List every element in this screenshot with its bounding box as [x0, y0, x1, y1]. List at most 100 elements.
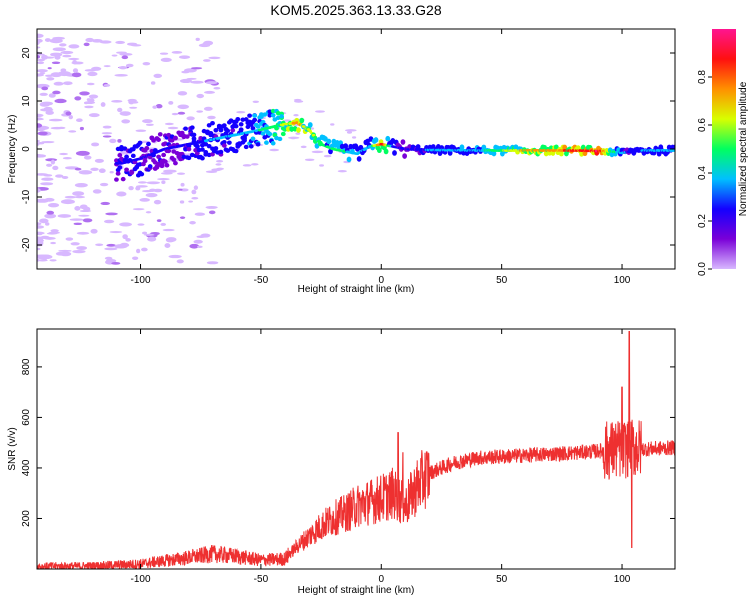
- spectrogram-noise-blob: [62, 157, 72, 160]
- spectrogram-cell: [189, 125, 195, 130]
- spectrogram-noise-blob: [117, 139, 122, 143]
- spectrogram-noise-blob: [193, 239, 203, 244]
- spectrogram-x-tick-label: 50: [496, 275, 508, 286]
- spectrogram-cell: [255, 142, 261, 147]
- spectrogram-noise-blob: [164, 122, 174, 126]
- spectrogram-cell: [358, 144, 364, 151]
- spectrogram-cell: [385, 135, 391, 142]
- spectrogram-noise-blob: [140, 247, 148, 252]
- spectrogram-noise-blob: [82, 218, 93, 223]
- spectrogram-noise-blob: [116, 191, 127, 197]
- spectrogram-cell: [166, 148, 172, 154]
- snr-x-tick-label: 100: [614, 574, 631, 585]
- spectrogram-noise-blob: [57, 214, 72, 218]
- spectrogram-noise-blob: [57, 71, 71, 77]
- spectrogram-noise-blob: [105, 212, 118, 216]
- spectrogram-noise-blob: [79, 204, 88, 210]
- spectrogram-noise-blob: [37, 188, 41, 193]
- spectrogram-noise-blob: [37, 139, 40, 143]
- spectrogram-noise-blob: [137, 223, 145, 226]
- spectrogram-noise-blob: [37, 123, 43, 128]
- spectrogram-noise-blob: [45, 74, 54, 77]
- spectrogram-noise-blob: [269, 148, 280, 152]
- spectrogram-ridge-cell: [672, 149, 675, 152]
- spectrogram-noise-blob: [79, 91, 90, 96]
- spectrogram-cell: [147, 164, 153, 169]
- spectrogram-cell: [343, 143, 349, 149]
- spectrogram-cell: [213, 146, 219, 151]
- spectrogram-noise-blob: [194, 212, 206, 216]
- spectrogram-noise-blob: [293, 98, 302, 102]
- spectrogram-cell: [348, 143, 354, 150]
- spectrogram-noise-blob: [304, 158, 315, 161]
- spectrogram-cell: [274, 126, 279, 131]
- spectrogram-noise-blob: [40, 182, 54, 186]
- spectrogram-noise-blob: [48, 231, 61, 234]
- spectrogram-noise-blob: [83, 42, 90, 47]
- spectrogram-noise-blob: [205, 81, 218, 85]
- spectrogram-noise-blob: [118, 65, 127, 70]
- colorbar-tick-label: 0.4: [697, 166, 708, 180]
- spectrogram-noise-blob: [135, 129, 147, 132]
- spectrogram-noise-blob: [161, 180, 166, 185]
- spectrogram-cell: [162, 159, 168, 164]
- spectrogram-cell: [169, 138, 175, 143]
- spectrogram-cell: [233, 148, 239, 154]
- spectrogram-noise-blob: [39, 218, 49, 224]
- spectrogram-noise-blob: [135, 186, 141, 191]
- spectrogram-noise-blob: [83, 101, 89, 105]
- spectrogram-noise-blob: [73, 222, 82, 226]
- spectrogram-noise-blob: [99, 40, 112, 44]
- spectrogram-noise-blob: [62, 54, 72, 58]
- spectrogram-noise-blob: [150, 81, 156, 85]
- spectrogram-noise-blob: [95, 243, 104, 247]
- spectrogram-noise-blob: [76, 231, 90, 235]
- spectrogram-cell: [296, 127, 301, 133]
- spectrogram-noise-blob: [156, 219, 162, 222]
- spectrogram-cell: [262, 112, 268, 117]
- spectrogram-cell: [206, 143, 212, 149]
- spectrogram-noise-blob: [99, 182, 109, 187]
- spectrogram-cell: [307, 122, 313, 128]
- spectrogram-noise-blob: [132, 208, 145, 211]
- spectrogram-noise-blob: [57, 126, 66, 130]
- spectrogram-y-tick-label: 10: [21, 95, 32, 107]
- spectrogram-y-tick-label: 0: [21, 146, 32, 152]
- spectrogram-noise-blob: [84, 105, 94, 109]
- spectrogram-cell: [255, 124, 261, 129]
- spectrogram-noise-blob: [60, 68, 67, 73]
- spectrogram-noise-blob: [177, 188, 183, 191]
- spectrogram-noise-blob: [70, 242, 80, 246]
- spectrogram-noise-blob: [54, 98, 67, 104]
- spectrogram-cell: [137, 140, 143, 145]
- spectrogram-cell: [238, 127, 244, 132]
- spectrogram-noise-blob: [177, 172, 186, 175]
- spectrogram-noise-blob: [142, 61, 151, 66]
- spectrogram-noise-blob: [189, 220, 196, 225]
- spectrogram-noise-blob: [45, 110, 54, 115]
- spectrogram-noise-blob: [65, 111, 72, 116]
- spectrogram-noise-blob: [155, 104, 163, 109]
- spectrogram-noise-blob: [60, 50, 74, 55]
- spectrogram-noise-blob: [46, 210, 55, 215]
- spectrogram-cell: [280, 131, 286, 137]
- spectrogram-noise-blob: [37, 38, 43, 43]
- spectrogram-noise-blob: [147, 236, 157, 242]
- spectrogram-noise-blob: [145, 211, 152, 214]
- spectrogram-noise-blob: [115, 40, 126, 44]
- spectrogram-cell: [267, 113, 273, 118]
- spectrogram-noise-blob: [136, 248, 141, 254]
- spectrogram-noise-blob: [132, 256, 139, 260]
- spectrogram-noise-blob: [50, 159, 56, 165]
- spectrogram-cell: [221, 139, 227, 145]
- spectrogram-noise-blob: [213, 87, 221, 90]
- spectrogram-x-tick-label: -100: [131, 275, 151, 286]
- spectrogram-cell: [270, 113, 276, 118]
- spectrogram-cell: [252, 117, 258, 123]
- spectrogram-noise-blob: [92, 189, 102, 194]
- spectrogram-cell: [279, 114, 285, 119]
- spectrogram-noise-blob: [37, 225, 45, 229]
- spectrogram-noise-blob: [109, 138, 117, 144]
- spectrogram-noise-blob: [39, 102, 50, 107]
- spectrogram-noise-blob: [88, 94, 99, 99]
